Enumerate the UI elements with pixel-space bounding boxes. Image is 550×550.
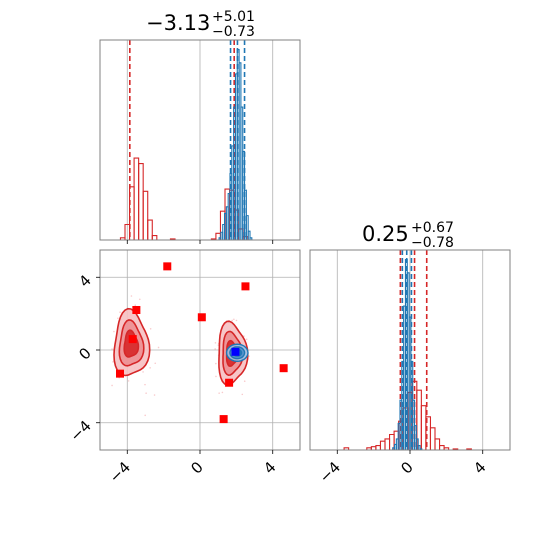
marginal-2-series-1-bar-11 [412, 399, 416, 450]
joint-ytick-label-0: −4 [66, 417, 94, 445]
marginal-1-series-0-bar-5 [142, 190, 149, 240]
joint-ytick-label-2: 4 [75, 271, 94, 290]
joint-sample-0-35 [111, 348, 113, 350]
joint-sample-1-54 [233, 318, 235, 321]
joint-sample-1-22 [231, 319, 233, 322]
joint-red-point-0 [163, 262, 172, 271]
joint-red-point-8 [219, 415, 228, 424]
marginal-1-series-1-bar-16 [247, 230, 251, 240]
marginal-1-series-0-bar-12 [224, 188, 231, 240]
joint-sample-1-12 [248, 355, 250, 357]
joint-ytick-label-1: 0 [75, 344, 94, 363]
marginal-1-series-1-bar-17 [249, 237, 253, 240]
joint-sample-0-32 [111, 384, 113, 387]
marginal-1-series-1-bar-14 [243, 189, 247, 240]
joint-xtick-label-0: −4 [106, 458, 134, 486]
joint-sample-0-22 [130, 295, 133, 297]
marginal-1-series-0-bar-10 [215, 232, 222, 240]
joint-red-point-3 [197, 313, 206, 322]
joint-sample-0-33 [138, 298, 141, 301]
joint-sample-0-2 [154, 362, 157, 365]
title-lower-error-1: −0.73 [212, 24, 255, 40]
joint-sample-1-30 [221, 391, 224, 394]
marginal-2-series-1-bar-14 [417, 445, 421, 450]
marginal-1-series-0-bar-8 [169, 238, 176, 240]
marginal-2-series-0-bar-16 [434, 438, 441, 450]
joint-sample-0-3 [142, 371, 144, 373]
joint-sample-1-5 [214, 348, 216, 350]
joint-sample-0-38 [149, 327, 152, 330]
joint-sample-0-51 [144, 383, 146, 386]
marginal-2-xtick-label-2: 4 [470, 458, 489, 477]
joint-sample-0-54 [119, 311, 121, 314]
marginal-2-series-0-bar-19 [452, 448, 459, 450]
marginal-2-series-0-bar-4 [379, 440, 386, 450]
joint-sample-1-41 [241, 393, 244, 396]
joint-blue-point-0 [231, 347, 240, 356]
marginal-2-series-1-bar-13 [415, 438, 419, 450]
joint-sample-1-40 [243, 335, 245, 337]
title-upper-error-1: +5.01 [212, 9, 255, 25]
marginal-2-series-0-bar-20 [466, 448, 472, 450]
marginal-2-xtick-label-1: 0 [397, 458, 416, 477]
marginal-2-series-0-bar-18 [443, 447, 450, 450]
marginal-1-series-1-bar-15 [245, 215, 249, 240]
title-value-1: −3.13 [146, 11, 210, 35]
marginal-2-series-0-bar-17 [438, 445, 445, 450]
joint-sample-0-28 [149, 367, 151, 369]
marginal-panel-1-plot [99, 39, 301, 244]
marginal-1-series-0-bar-6 [147, 219, 153, 240]
joint-panel: −4 0 4 −4 0 4 [66, 249, 301, 486]
title-value-2: 0.25 [362, 222, 409, 246]
marginal-2-xtick-label-0: −4 [316, 458, 344, 486]
marginal-2-series-0-bar-13 [420, 405, 427, 450]
joint-sample-1-13 [214, 342, 217, 344]
marginal-2-series-0-bar-12 [416, 389, 422, 450]
marginal-2-series-0-bar-5 [384, 438, 391, 450]
joint-red-point-7 [225, 378, 234, 387]
joint-xtick-label-2: 4 [260, 458, 279, 477]
joint-sample-1-0 [235, 319, 238, 322]
joint-sample-1-3 [243, 380, 246, 383]
joint-sample-1-29 [245, 338, 248, 341]
marginal-2-series-0-bar-3 [375, 445, 382, 450]
joint-red-point-6 [279, 364, 288, 373]
joint-xtick-label-1: 0 [187, 458, 206, 477]
marginal-2-series-1-bar-15 [419, 448, 423, 450]
marginal-1-series-0-bar-4 [138, 163, 144, 240]
joint-sample-0-12 [157, 346, 160, 349]
joint-sample-0-17 [144, 414, 146, 417]
joint-red-point-1 [132, 306, 141, 314]
joint-sample-1-57 [215, 362, 217, 365]
joint-sample-0-43 [112, 361, 114, 363]
marginal-panel-2: 0.25 +0.67 −0.78 −4 0 4 [309, 220, 511, 486]
joint-panel-plot: −4 0 4 −4 0 4 [66, 249, 301, 486]
marginal-2-series-0-bar-15 [429, 427, 436, 450]
marginal-2-series-1-bar-12 [413, 425, 417, 450]
title-lower-error-2: −0.78 [411, 235, 454, 251]
joint-sample-0-58 [145, 392, 147, 394]
title-upper-error-2: +0.67 [411, 220, 454, 236]
marginal-1-series-0-bar-3 [133, 157, 140, 240]
marginal-2-series-0-bar-0 [343, 447, 350, 450]
marginal-1-series-0-bar-7 [151, 235, 158, 240]
joint-sample-0-59 [113, 330, 115, 333]
joint-red-point-5 [116, 369, 124, 378]
marginal-panel-1: −3.13 +5.01 −0.73 [99, 9, 301, 244]
joint-sample-1-59 [215, 375, 217, 378]
joint-red-point-2 [128, 335, 137, 344]
joint-sample-0-34 [127, 380, 130, 382]
joint-sample-0-8 [153, 394, 156, 396]
marginal-panel-2-plot: −4 0 4 [309, 249, 511, 486]
joint-sample-0-50 [117, 317, 119, 320]
joint-red-point-4 [241, 282, 250, 291]
joint-sample-1-11 [218, 392, 220, 394]
joint-sample-0-23 [134, 304, 137, 307]
